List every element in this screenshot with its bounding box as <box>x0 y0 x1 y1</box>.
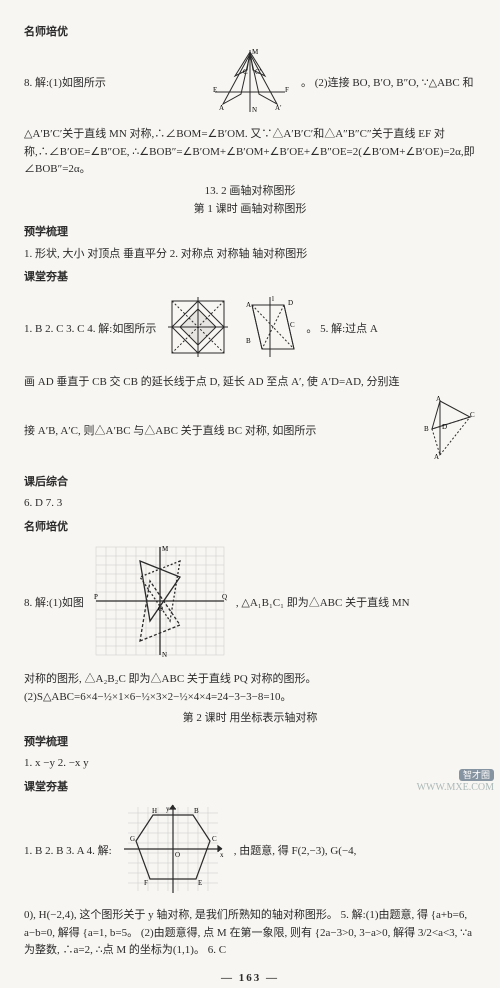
section-13-2-title: 13. 2 画轴对称图形 第 1 课时 画轴对称图形 <box>24 183 476 218</box>
q8-row-2: 8. 解:(1)如图 <box>24 541 476 668</box>
lesson-2-subtitle: 第 2 课时 用坐标表示轴对称 <box>24 710 476 728</box>
q8-prefix-1: 8. 解:(1)如图所示 <box>24 75 199 93</box>
svg-text:y: y <box>166 805 170 813</box>
class-row-2: 接 A′B, A′C, 则△A′BC 与△ABC 关于直线 BC 对称, 如图所… <box>24 395 476 468</box>
svg-text:C: C <box>290 321 295 329</box>
svg-text:B: B <box>424 425 429 433</box>
teacher-head-2: 名师培优 <box>24 519 476 537</box>
q8-prefix-2: 8. 解:(1)如图 <box>24 595 84 613</box>
svg-text:l: l <box>272 295 274 303</box>
post-head-1: 课后综合 <box>24 474 476 492</box>
section-teacher-1: 名师培优 <box>24 24 476 42</box>
svg-text:B: B <box>246 337 251 345</box>
figure-2c: A C B A′ D <box>420 395 476 468</box>
preview-head-1: 预学梳理 <box>24 224 476 242</box>
svg-text:G: G <box>130 835 135 843</box>
class-row-3: 1. B 2. B 3. A 4. 解: H B C <box>24 801 476 904</box>
svg-text:N: N <box>162 651 167 659</box>
watermark-brand: 智才圈 <box>459 769 494 781</box>
svg-text:P: P <box>94 593 98 601</box>
svg-text:C: C <box>212 835 217 843</box>
q8-after-1: 。 (2)连接 BO, B′O, B″O, ∵△ABC 和 <box>301 75 476 93</box>
svg-text:D: D <box>442 423 447 431</box>
class-after-2: , 由题意, 得 F(2,−3), G(−4, <box>234 843 476 861</box>
sec2-body2: 对称的图形, △A₂B₂C 即为△ABC 关于直线 PQ 对称的图形。 (2)S… <box>24 671 476 706</box>
post-body-1: 6. D 7. 3 <box>24 495 476 513</box>
svg-text:C: C <box>470 411 475 419</box>
figure-2a <box>162 291 234 370</box>
svg-text:O: O <box>175 851 180 859</box>
svg-text:A′: A′ <box>434 453 441 461</box>
class-answers-1: 1. B 2. C 3. C 4. 解:如图所示 <box>24 321 156 339</box>
svg-text:C: C <box>243 68 248 76</box>
class-row-1: 1. B 2. C 3. C 4. 解:如图所示 <box>24 291 476 370</box>
preview-head-2: 预学梳理 <box>24 734 476 752</box>
watermark-url: WWW.MXE.COM <box>417 782 494 793</box>
figure-1: M A A′ C C′ E F N <box>205 46 295 123</box>
svg-text:H: H <box>152 807 157 815</box>
svg-text:F: F <box>144 879 148 887</box>
svg-text:B: B <box>194 807 199 815</box>
title-13-2: 13. 2 画轴对称图形 <box>205 185 296 197</box>
svg-text:x: x <box>220 851 224 859</box>
sec1-body: △A′B′C′关于直线 MN 对称,∴∠BOM=∠B′OM. 又∵△A′B′C′… <box>24 126 476 179</box>
svg-text:C′: C′ <box>255 68 262 76</box>
lesson-1-subtitle: 第 1 课时 画轴对称图形 <box>24 201 476 219</box>
svg-text:O: O <box>158 605 163 613</box>
svg-text:A: A <box>436 395 441 403</box>
figure-grid: M Q N P O <box>90 541 230 668</box>
svg-text:E: E <box>213 86 217 94</box>
preview-body-1: 1. 形状, 大小 对顶点 垂直平分 2. 对称点 对称轴 轴对称图形 <box>24 246 476 264</box>
preview-body-2: 1. x −y 2. −x y <box>24 755 476 773</box>
svg-text:D: D <box>288 299 293 307</box>
class-head-1: 课堂夯基 <box>24 269 476 287</box>
svg-text:N: N <box>252 106 257 114</box>
svg-text:A: A <box>246 301 251 309</box>
svg-text:A′: A′ <box>275 104 282 112</box>
q8-row-1: 8. 解:(1)如图所示 M A A′ C C′ E F N 。 (2)连接 B… <box>24 46 476 123</box>
class-answers-2: 1. B 2. B 3. A 4. 解: <box>24 843 112 861</box>
class-line2: 画 AD 垂直于 CB 交 CB 的延长线于点 D, 延长 AD 至点 A′, … <box>24 374 476 392</box>
svg-text:M: M <box>252 48 259 56</box>
page-number: — 163 — <box>24 970 476 988</box>
class-head-2: 课堂夯基 <box>24 779 476 797</box>
svg-text:F: F <box>285 86 289 94</box>
svg-text:A: A <box>219 104 224 112</box>
svg-text:M: M <box>162 545 169 553</box>
figure-2b: D A C B l <box>240 295 300 366</box>
sec3-body: 0), H(−2,4), 这个图形关于 y 轴对称, 是我们所熟知的轴对称图形。… <box>24 907 476 960</box>
watermark: 智才圈 WWW.MXE.COM <box>417 770 494 794</box>
class-line3-before: 接 A′B, A′C, 则△A′BC 与△ABC 关于直线 BC 对称, 如图所… <box>24 423 414 441</box>
svg-text:Q: Q <box>222 593 227 601</box>
figure-3: H B C E F G O x y <box>118 801 228 904</box>
class-after-1: 。 5. 解:过点 A <box>306 321 476 339</box>
svg-text:E: E <box>198 879 202 887</box>
q8-after-2: , △A₁B₁C₁ 即为△ABC 关于直线 MN <box>236 595 476 613</box>
